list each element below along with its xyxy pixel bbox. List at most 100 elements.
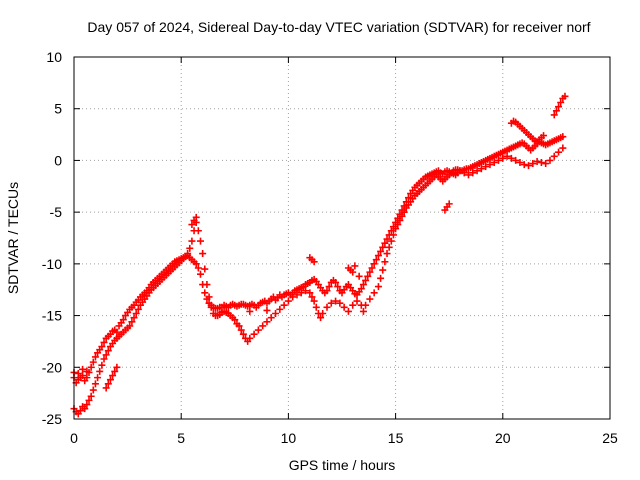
data-point [372,256,380,264]
data-point [490,158,498,166]
data-point [349,301,357,309]
data-point [520,161,528,169]
data-point [540,132,548,140]
y-tick-label: 0 [54,152,62,168]
data-point [85,396,93,404]
data-point [201,289,209,297]
x-tick-label: 5 [177,430,185,446]
data-point [370,289,378,297]
data-point [259,322,267,330]
data-point [561,92,569,100]
data-point [374,283,382,291]
data-point [392,225,400,233]
data-point [81,405,89,413]
data-point [537,158,545,166]
data-point [516,158,524,166]
data-point [188,237,196,245]
data-point [385,243,393,251]
data-point [196,237,204,245]
data-points [70,92,569,418]
data-point [507,154,515,162]
data-point [473,167,481,175]
data-point [383,250,391,258]
data-point [368,264,376,272]
plot-frame [73,56,611,420]
data-point [445,200,453,208]
data-point [396,216,404,224]
data-point [364,272,372,280]
data-point [280,301,288,309]
data-point [559,144,567,152]
data-point [550,111,558,119]
data-point [555,148,563,156]
data-point [76,407,84,415]
x-tick-label: 0 [70,430,78,446]
data-point [231,316,239,324]
data-point [199,250,207,258]
data-point [134,305,142,313]
data-point [87,363,95,371]
data-point [389,231,397,239]
data-point [332,297,340,305]
series-track-3 [70,92,569,392]
data-point [387,227,395,235]
data-point [194,227,202,235]
data-point [239,330,247,338]
data-point [349,268,357,276]
data-point [83,367,91,375]
data-point [495,156,503,164]
data-point [344,307,352,315]
data-point [529,160,537,168]
data-point [306,289,314,297]
data-point [362,301,370,309]
data-point [319,310,327,318]
data-point [512,156,520,164]
data-point [194,264,202,272]
data-point [203,281,211,289]
data-point [201,265,209,273]
data-point [552,107,560,115]
data-point [196,270,204,278]
data-point [276,305,284,313]
data-point [383,235,391,243]
data-point [546,156,554,164]
data-point [254,326,262,334]
y-tick-label: -5 [50,204,63,220]
data-point [74,369,82,377]
data-point [100,355,108,363]
y-axis-label: SDTVAR / TECUs [5,182,21,294]
data-point [263,318,271,326]
data-point [377,247,385,255]
data-point [89,386,97,394]
data-point [359,281,367,289]
data-point [398,212,406,220]
data-point [106,376,114,384]
data-point [79,365,87,373]
series-track-2 [70,144,567,418]
data-point [469,169,477,177]
data-point [104,347,112,355]
data-point [192,260,200,268]
data-point [119,316,127,324]
data-point [555,103,563,111]
data-point [246,307,254,315]
data-point [113,328,121,336]
data-point [102,351,110,359]
data-point [334,283,342,291]
data-point [377,274,385,282]
data-point [207,303,215,311]
data-point [366,295,374,303]
data-point [525,162,533,170]
data-point [96,367,104,375]
data-point [404,194,412,202]
data-point [111,367,119,375]
y-tick-label: 10 [46,49,62,65]
data-point [336,299,344,307]
data-point [460,169,468,177]
data-point [308,293,316,301]
data-point [557,99,565,107]
data-point [94,374,102,382]
grid-lines [74,57,610,419]
data-point [91,353,99,361]
data-point [323,303,331,311]
